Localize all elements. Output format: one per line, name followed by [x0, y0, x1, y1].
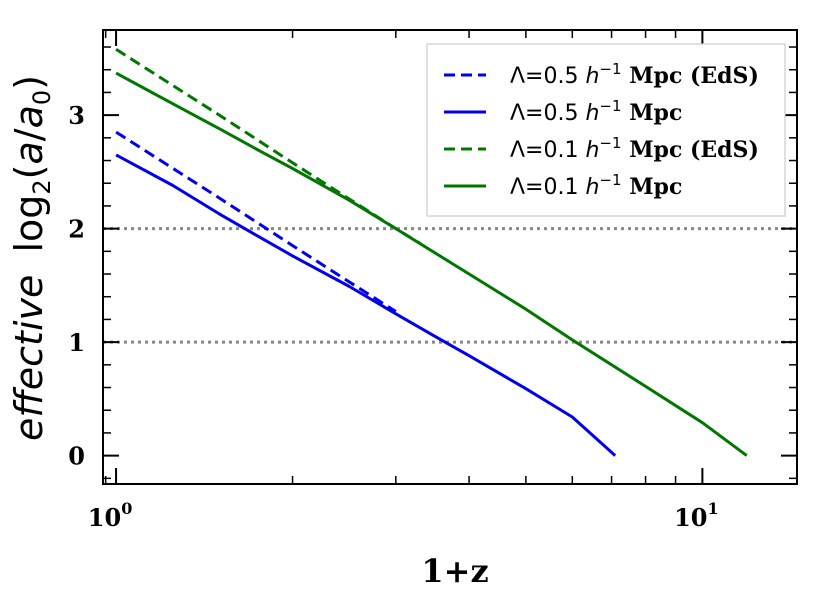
x-tick-label: 101	[674, 499, 719, 532]
legend: Λ=0.5 h−1 Mpc (EdS) Λ=0.5 h−1 Mpc Λ=0.1 h−…	[426, 43, 786, 217]
x-axis-label: 1+z	[421, 552, 488, 590]
series-line-2	[115, 153, 617, 457]
legend-label-3: Λ=0.1 h−1 Mpc (EdS)	[510, 134, 759, 163]
y-tick-labels: 0 1 2 3	[68, 101, 85, 471]
series-line-3	[115, 48, 421, 245]
series-line-1	[115, 130, 397, 313]
legend-label-1: Λ=0.5 h−1 Mpc (EdS)	[510, 60, 759, 89]
y-tick-label: 3	[68, 101, 85, 130]
y-axis-label: effective log2(a/a0)	[7, 75, 56, 441]
y-tick-label: 0	[68, 442, 85, 471]
legend-items: Λ=0.5 h−1 Mpc (EdS) Λ=0.5 h−1 Mpc Λ=0.1 h−…	[444, 60, 759, 200]
legend-label-2: Λ=0.5 h−1 Mpc	[510, 97, 682, 126]
y-tick-label: 1	[68, 328, 85, 357]
series-layer	[115, 48, 748, 457]
legend-label-4: Λ=0.1 h−1 Mpc	[510, 171, 682, 200]
axis-ticks	[103, 30, 797, 484]
plot-frame	[102, 29, 798, 485]
y-tick-label: 2	[68, 215, 85, 244]
legend-box	[426, 43, 786, 217]
x-tick-labels: 100 101	[88, 499, 719, 532]
x-tick-label: 100	[88, 499, 133, 532]
series-line-4	[115, 71, 748, 457]
